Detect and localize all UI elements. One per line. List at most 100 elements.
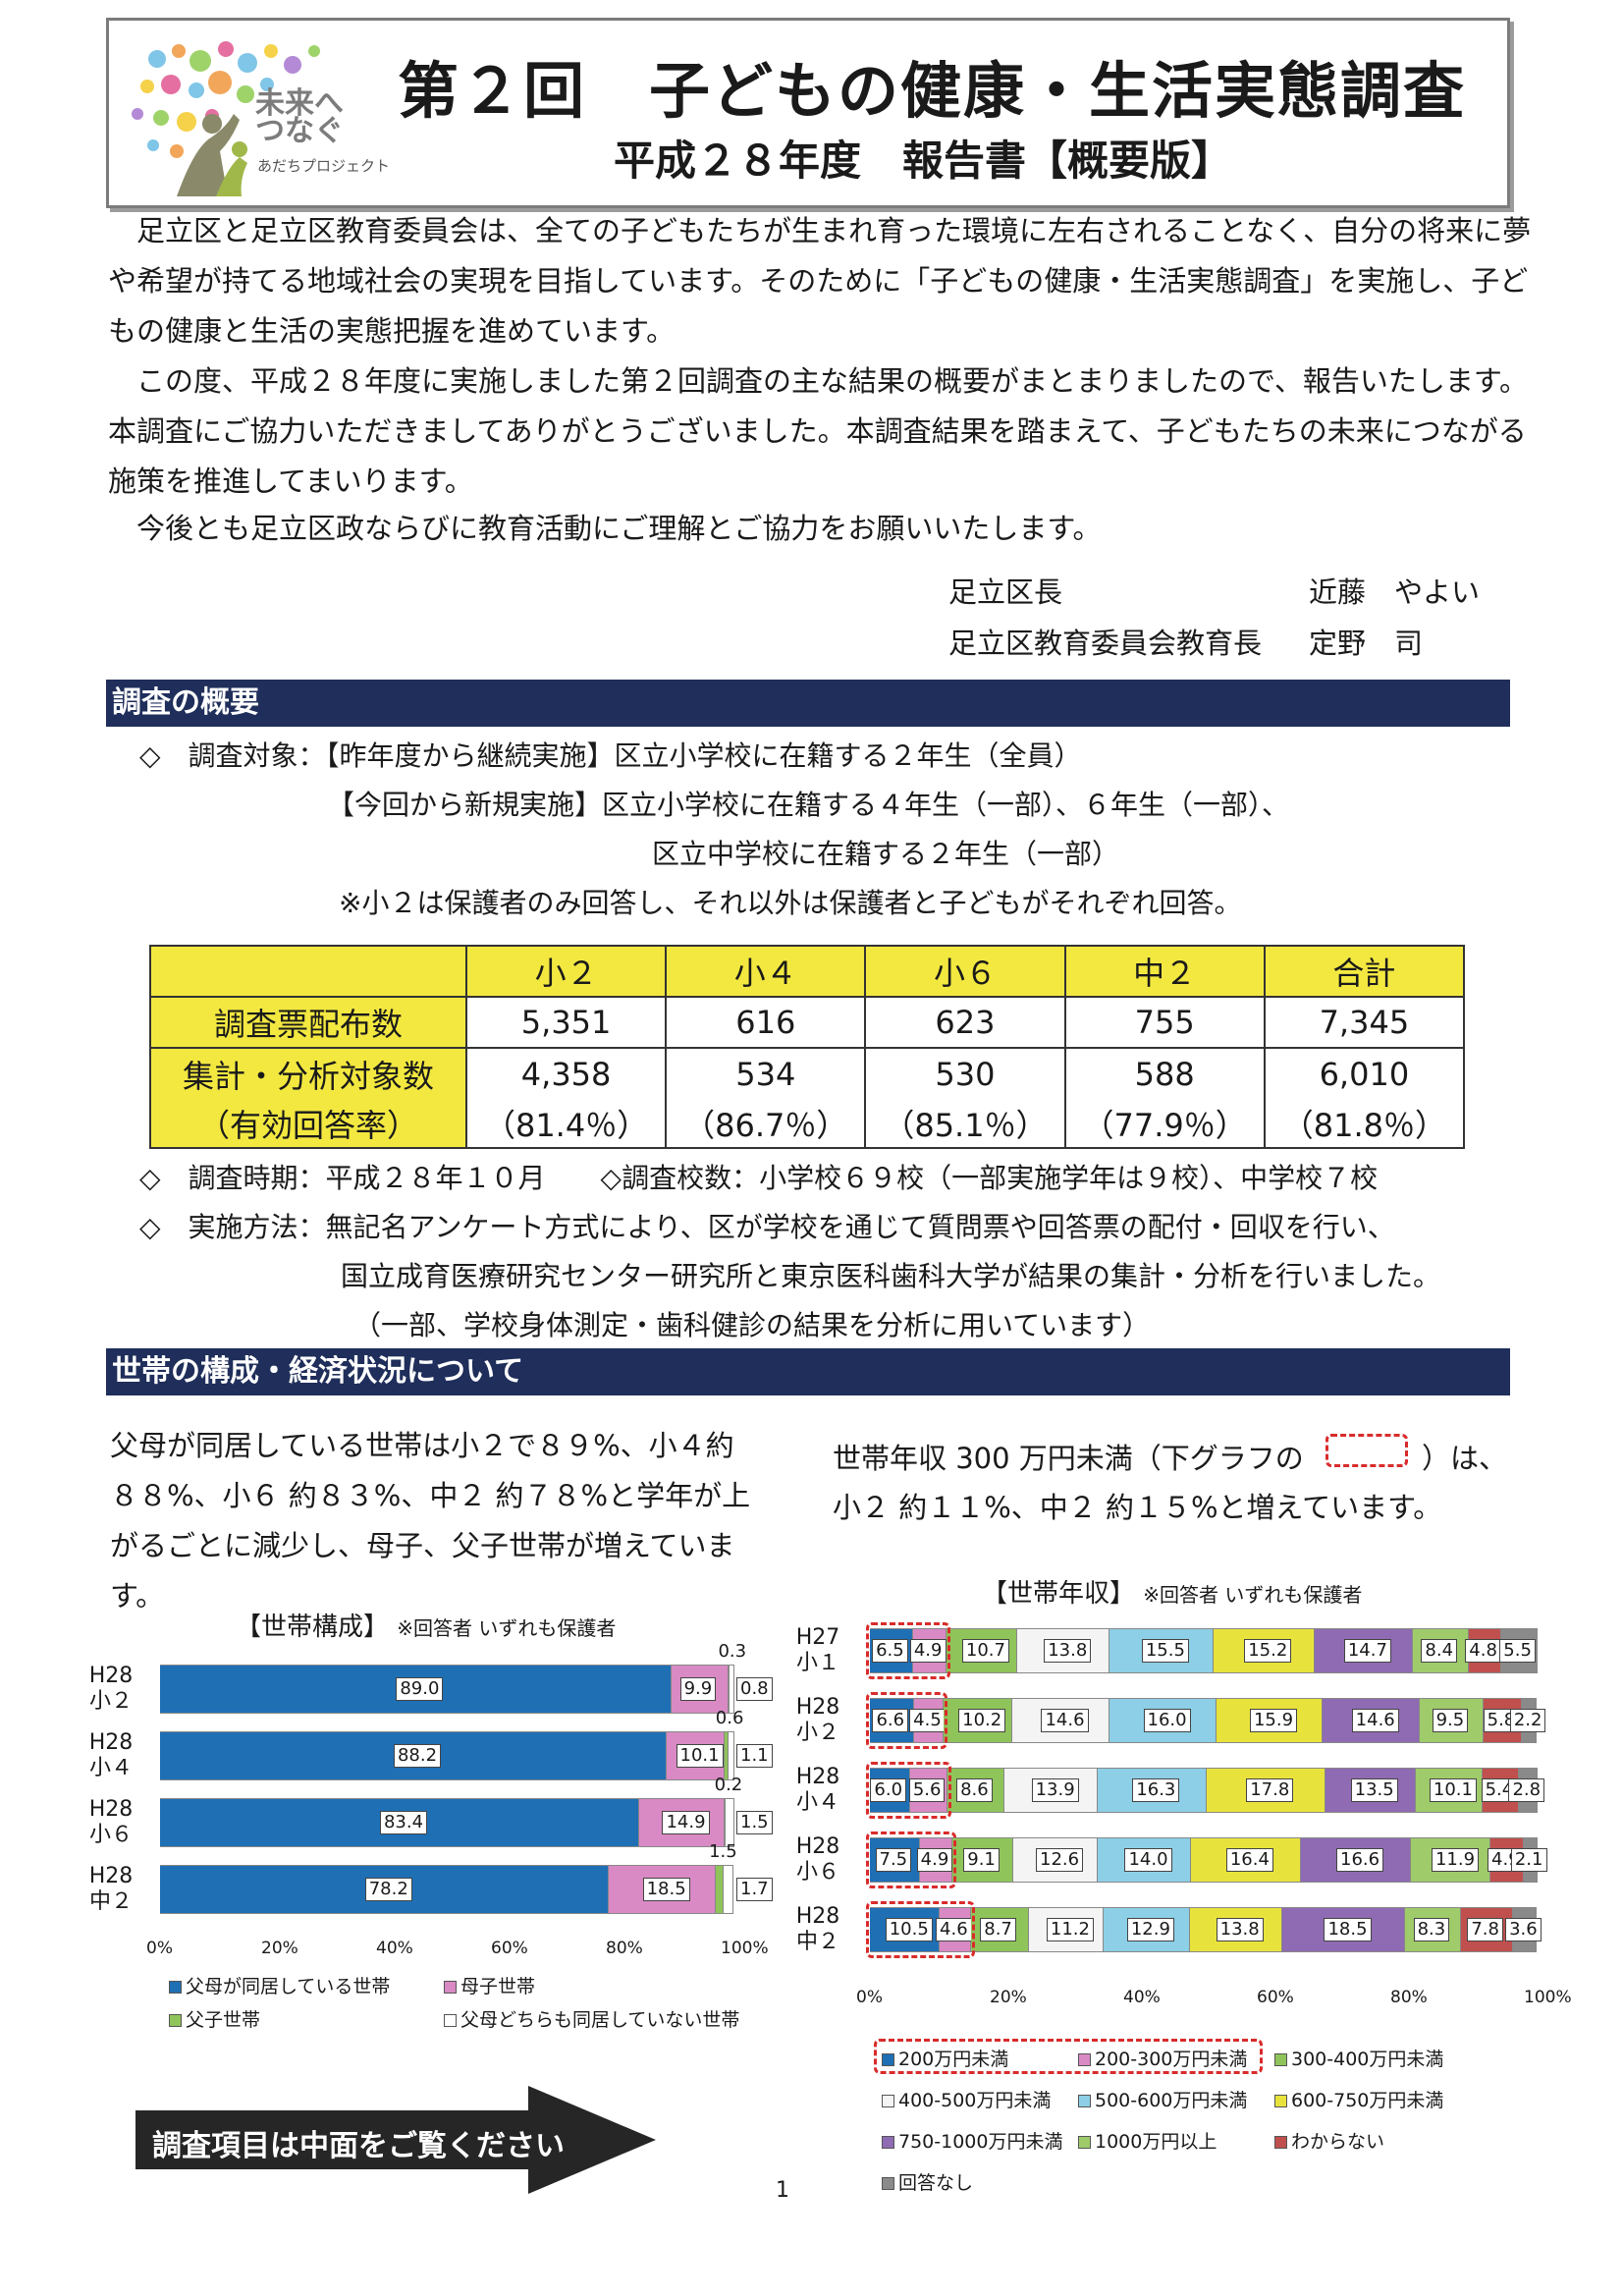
signature-name-1: 近藤 やよい [1309,575,1481,609]
x-tick-label: 40% [1123,1988,1161,2007]
table-row-label: 調査票配布数 [149,996,467,1049]
chart2-note: ※回答者 いずれも保護者 [1143,1583,1363,1607]
table-cell: （81.4％） [464,1099,668,1149]
table-row: 調査票配布数 5,351 616 623 755 7,345 [149,996,1466,1049]
table-header-cell: 小２ [464,945,668,998]
legend-item: 300-400万円未満 [1274,2045,1443,2071]
legend-item: 父子世帯 [169,2005,260,2032]
data-label: 18.5 [1324,1918,1372,1941]
data-label: 2.1 [1510,1848,1547,1872]
data-label: 13.8 [1216,1918,1264,1941]
data-label: 16.0 [1143,1709,1191,1732]
category-label: H28 小２ [795,1695,840,1745]
logo-text-main: 未来へ つなぐ [255,89,344,148]
table-cell: （86.7％） [665,1099,867,1149]
data-label: 16.4 [1225,1848,1273,1872]
bar-segment [724,1865,734,1914]
legend-item: 200-300万円未満 [1078,2045,1247,2071]
table-cell: 530 [864,1047,1066,1099]
low-income-highlight [866,1692,948,1749]
category-label: H27 小１ [795,1625,840,1675]
chart2-title-text: 【世帯年収】 [982,1579,1136,1609]
table-header-cell: 小４ [665,945,867,998]
project-logo: 未来へ つなぐ あだちプロジェクト [118,29,412,196]
data-label: 13.5 [1350,1778,1398,1802]
table-cell: （77.9％） [1063,1099,1266,1149]
low-income-highlight [866,1622,950,1679]
low-income-highlight [866,1901,975,1958]
table-header-cell [149,945,467,998]
bar-segment [730,1665,734,1714]
data-label: 4.5 [909,1709,946,1732]
table-cell: 534 [665,1047,867,1099]
data-label: 11.2 [1046,1918,1094,1941]
data-label: 6.6 [872,1709,909,1732]
legend-label: 300-400万円未満 [1291,2049,1444,2070]
legend-swatch [882,2136,894,2149]
data-label: 2.2 [1509,1709,1546,1732]
overview-target-3: 区立中学校に在籍する２年生（一部） [652,838,1120,870]
table-header-cell: 中２ [1063,945,1266,998]
category-label: H28 小６ [88,1797,134,1847]
data-label: 7.5 [875,1848,912,1872]
overview-method-3: （一部、学校身体測定・歯科健診の結果を分析に用いています） [353,1309,1151,1341]
data-label: 10.1 [676,1744,724,1768]
data-label: 5.6 [908,1778,946,1802]
data-label: 15.2 [1244,1639,1292,1663]
data-label: 0.8 [736,1677,773,1701]
low-income-highlight [866,1831,957,1888]
legend-item: 750-1000万円未満 [882,2127,1062,2154]
x-tick-label: 100% [721,1939,769,1958]
data-label: 14.0 [1124,1848,1172,1872]
household-right-text-3: 小２ 約１１%、中２ 約１５%と増えています。 [833,1491,1442,1524]
data-label: 9.5 [1432,1709,1469,1732]
table-cell: 623 [864,996,1066,1049]
category-label: H28 小４ [88,1730,134,1780]
data-label: 10.7 [961,1639,1009,1663]
legend-label: 回答なし [898,2172,974,2194]
data-label: 89.0 [396,1677,444,1701]
x-tick-label: 80% [606,1939,643,1958]
legend-label: 500-600万円未満 [1095,2090,1248,2111]
table-header-cell: 小６ [864,945,1066,998]
legend-label: 750-1000万円未満 [898,2131,1063,2153]
legend-item: 400-500万円未満 [882,2086,1051,2112]
data-label: 14.6 [1351,1709,1399,1732]
data-label: 13.8 [1044,1639,1092,1663]
legend-label: 200万円未満 [898,2049,1009,2070]
data-label: 10.5 [885,1918,933,1941]
legend-label: 600-750万円未満 [1291,2090,1444,2111]
bar-segment [728,1665,730,1714]
data-label: 14.9 [662,1811,710,1834]
data-label: 17.8 [1246,1778,1294,1802]
data-label: 15.5 [1141,1639,1189,1663]
x-tick-label: 20% [990,1988,1027,2007]
legend-label: 1000万円以上 [1095,2131,1217,2153]
bar-segment [715,1865,725,1914]
data-label: 8.7 [980,1918,1016,1941]
legend-label: わからない [1291,2131,1385,2153]
data-label: 0.3 [718,1641,747,1662]
legend-swatch [1078,2053,1091,2066]
data-label: 10.1 [1429,1778,1477,1802]
legend-swatch [1078,2136,1091,2149]
signature-role-1: 足立区長 [948,575,1063,609]
data-label: 78.2 [364,1878,412,1901]
logo-text-2: つなぐ [255,114,344,148]
low-income-highlight [866,1762,951,1819]
see-inside-arrow-text: 調査項目は中面をご覧ください [152,2129,565,2163]
data-label: 8.4 [1421,1639,1458,1663]
chart1-note: ※回答者 いずれも保護者 [397,1616,617,1640]
data-label: 4.9 [909,1639,947,1663]
table-cell: 5,351 [464,996,668,1049]
header-box [106,18,1510,208]
intro-paragraph-3: 今後とも足立区政ならびに教育活動にご理解とご協力をお願いいたします。 [108,512,1102,545]
table-cell: 588 [1063,1047,1266,1099]
table-header-row: 小２ 小４ 小６ 中２ 合計 [149,945,1466,998]
legend-swatch [169,2014,182,2027]
table-cell: 755 [1063,996,1266,1049]
bar-segment [1300,1837,1412,1883]
chart1-legend: 父母が同居している世帯 母子世帯 父子世帯 父母どちらも同居していない世帯 [169,1972,758,2031]
data-label: 14.7 [1343,1639,1391,1663]
data-label: 0.2 [714,1775,743,1795]
